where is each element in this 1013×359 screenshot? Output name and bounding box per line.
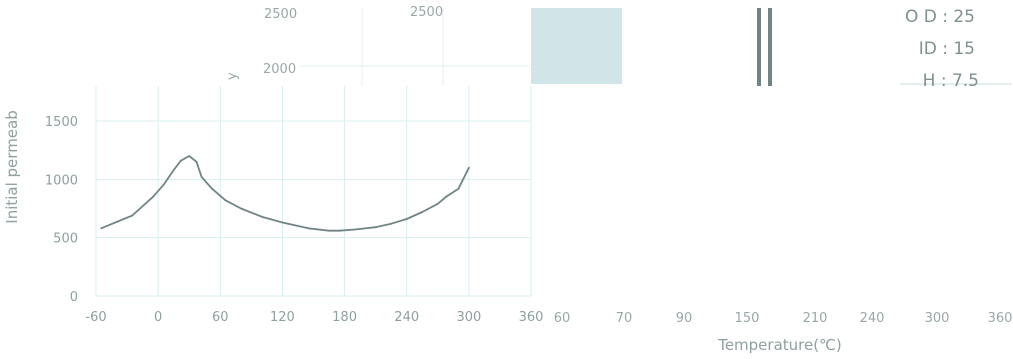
data-point bbox=[307, 227, 310, 230]
data-point bbox=[152, 195, 154, 198]
data-point bbox=[172, 169, 175, 171]
backdrop-bottom-tick-7: 300 bbox=[925, 311, 950, 326]
backdrop-layer: 2500 2500 2000 y O D : 25 ID : 15 H : 7.… bbox=[225, 5, 1012, 326]
x-tick-label: 180 bbox=[332, 310, 357, 325]
backdrop-bottom-tick-4: 150 bbox=[735, 311, 760, 326]
backdrop-bar-1 bbox=[757, 8, 761, 86]
data-point bbox=[457, 187, 460, 190]
backdrop-tick-2: 2500 bbox=[410, 5, 443, 20]
backdrop-bottom-tick-6: 240 bbox=[860, 311, 885, 326]
dim-od: O D : 25 bbox=[905, 7, 975, 27]
data-point bbox=[338, 229, 341, 232]
series-line-0 bbox=[100, 155, 470, 232]
data-point bbox=[100, 227, 103, 230]
data-point bbox=[421, 211, 424, 213]
x-tick-label: 0 bbox=[154, 310, 162, 325]
backdrop-bottom-tick-5: 210 bbox=[803, 311, 828, 326]
marks-layer bbox=[100, 155, 470, 232]
y-axis-title: Initial permeab bbox=[3, 110, 21, 223]
grid-layer bbox=[95, 86, 532, 297]
y-tick-label: 500 bbox=[53, 232, 78, 247]
data-point bbox=[374, 226, 377, 229]
data-point bbox=[162, 184, 165, 187]
y-tick-label: 1000 bbox=[45, 173, 78, 188]
backdrop-bottom-tick-3: 90 bbox=[676, 311, 693, 326]
backdrop-bottom-tick-1: 60 bbox=[554, 311, 571, 326]
data-point bbox=[405, 218, 408, 220]
data-point bbox=[468, 166, 470, 169]
backdrop-block bbox=[531, 8, 622, 84]
data-point bbox=[188, 155, 191, 157]
backdrop-ylabel-fragment: y bbox=[225, 72, 240, 80]
data-point bbox=[390, 222, 393, 225]
data-point bbox=[436, 202, 439, 205]
y-tick-label: 1500 bbox=[45, 115, 78, 130]
data-point bbox=[195, 160, 198, 163]
x-tick-label: -60 bbox=[85, 310, 106, 325]
x-tick-label: 300 bbox=[456, 310, 481, 325]
data-point bbox=[131, 214, 134, 217]
data-point bbox=[224, 199, 227, 202]
dim-h: H : 7.5 bbox=[923, 71, 979, 91]
backdrop-bottom-tick-8: 360 bbox=[988, 311, 1013, 326]
data-point bbox=[328, 229, 330, 232]
backdrop-tick-3: 2000 bbox=[263, 62, 296, 77]
data-point bbox=[281, 221, 284, 224]
data-point bbox=[240, 207, 242, 210]
x-tick-label: 60 bbox=[212, 310, 229, 325]
data-point bbox=[200, 176, 203, 178]
data-point bbox=[180, 159, 182, 162]
dim-id: ID : 15 bbox=[919, 39, 975, 59]
data-point bbox=[445, 195, 447, 198]
x-tick-label: 120 bbox=[270, 310, 295, 325]
x-tick-label: 240 bbox=[394, 310, 419, 325]
x-tick-label: 360 bbox=[519, 310, 544, 325]
backdrop-bottom-tick-2: 70 bbox=[616, 311, 633, 326]
data-point bbox=[354, 228, 356, 231]
backdrop-tick-1: 2500 bbox=[264, 7, 297, 22]
x-axis-title: Temperature(℃) bbox=[717, 336, 842, 354]
data-point bbox=[211, 187, 213, 190]
backdrop-bar-2 bbox=[768, 8, 772, 86]
labels-layer: Initial permeab Temperature(℃) 0 500 1000 1… bbox=[3, 110, 842, 354]
data-point bbox=[260, 215, 263, 218]
y-tick-label: 0 bbox=[70, 290, 78, 305]
